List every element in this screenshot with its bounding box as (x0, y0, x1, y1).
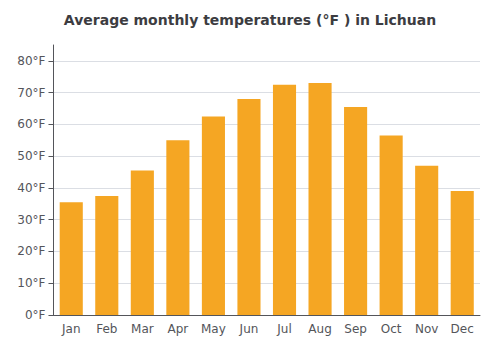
svg-text:Jan: Jan (61, 322, 81, 336)
svg-text:0°F: 0°F (25, 308, 46, 322)
svg-text:Nov: Nov (415, 322, 438, 336)
svg-text:Jul: Jul (276, 322, 291, 336)
svg-text:Sep: Sep (344, 322, 367, 336)
svg-text:10°F: 10°F (17, 276, 45, 290)
svg-text:Aug: Aug (308, 322, 331, 336)
svg-text:20°F: 20°F (17, 244, 45, 258)
svg-text:Oct: Oct (381, 322, 402, 336)
svg-text:Average monthly temperatures (: Average monthly temperatures (°F ) in Li… (64, 12, 436, 28)
svg-text:Mar: Mar (131, 322, 154, 336)
svg-text:Feb: Feb (96, 322, 117, 336)
svg-text:60°F: 60°F (17, 117, 45, 131)
svg-text:Jun: Jun (239, 322, 259, 336)
svg-text:70°F: 70°F (17, 86, 45, 100)
svg-text:80°F: 80°F (17, 54, 45, 68)
svg-text:May: May (201, 322, 226, 336)
svg-text:Apr: Apr (167, 322, 188, 336)
svg-text:50°F: 50°F (17, 149, 45, 163)
svg-text:30°F: 30°F (17, 213, 45, 227)
svg-text:40°F: 40°F (17, 181, 45, 195)
svg-text:Dec: Dec (451, 322, 474, 336)
